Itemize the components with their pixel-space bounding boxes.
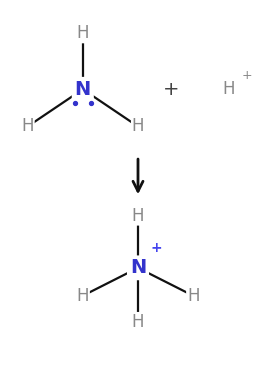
Text: H: H (223, 80, 235, 98)
Text: H: H (187, 287, 200, 305)
Text: H: H (21, 118, 34, 135)
Text: +: + (242, 70, 252, 82)
Text: H: H (132, 118, 144, 135)
Text: +: + (163, 80, 179, 99)
Text: H: H (132, 207, 144, 225)
Text: H: H (132, 313, 144, 331)
Text: H: H (76, 25, 89, 42)
Text: +: + (150, 241, 162, 256)
Text: N: N (75, 80, 91, 99)
Text: N: N (130, 258, 146, 278)
Text: H: H (76, 287, 89, 305)
